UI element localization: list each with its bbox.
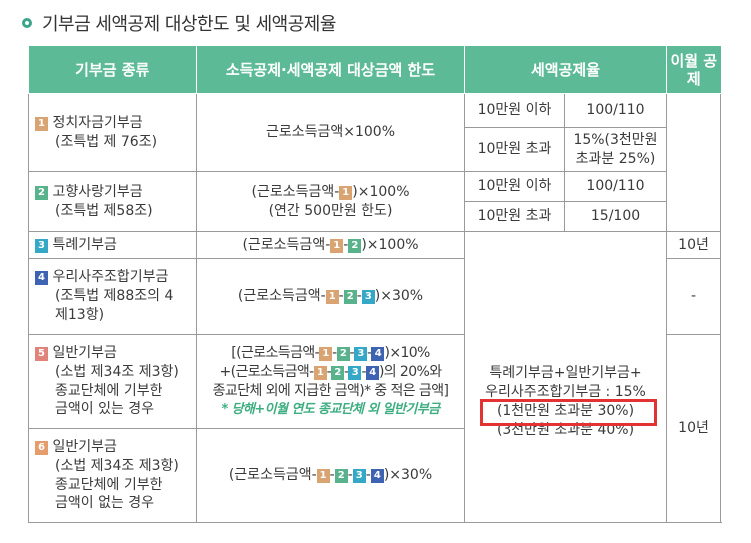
footnote: * 당해+이월 연도 종교단체 외 일반기부금	[221, 402, 440, 418]
donation-type-4: 4 우리사주조합기부금 (조특법 제88조의 4 제13항)	[28, 258, 197, 335]
table-row: 1 정치자금기부금 (조특법 제 76조) 근로소득금액×100% 10만원 이…	[28, 93, 722, 232]
number-badge-6: 6	[35, 440, 48, 455]
rate-value: 15%(3천만원 초과분 25%)	[563, 127, 668, 172]
carry-empty	[666, 93, 722, 232]
donation-type-1: 1 정치자금기부금 (조특법 제 76조)	[28, 93, 197, 172]
limit-6: (근로소득금액- 1-2-3-4)×30%	[196, 428, 465, 523]
number-badge-5: 5	[35, 346, 48, 361]
page-title: 기부금 세액공제 대상한도 및 세액공제율	[42, 14, 336, 35]
shared-rate: 특례기부금+일반기부금+ 우리사주조합기부금 : 15% (1천만원 초과분 3…	[463, 231, 668, 523]
header-type: 기부금 종류	[28, 46, 197, 94]
number-badge-1: 1	[35, 116, 48, 131]
ref-badge-1: 1	[339, 185, 353, 200]
rate-range: 10만원 초과	[464, 127, 565, 172]
header-row: 기부금 종류 소득공제·세액공제 대상금액 한도 세액공제율 이월 공제	[28, 46, 721, 94]
section-title: 기부금 세액공제 대상한도 및 세액공제율	[22, 8, 336, 38]
rate-range: 10만원 이하	[464, 93, 565, 128]
number-badge-4: 4	[35, 271, 48, 286]
table-row: 10만원 초과 15%(3천만원 초과분 25%)	[29, 127, 721, 172]
highlight-box	[480, 399, 657, 426]
rate-range: 10만원 이하	[464, 171, 565, 202]
header-carry: 이월 공제	[666, 46, 721, 94]
number-badge-3: 3	[35, 238, 48, 253]
header-rate: 세액공제율	[463, 46, 668, 94]
table-row: 10만원 초과 15/100	[29, 201, 721, 232]
limit-3: (근로소득금액- 1-2)×100%	[196, 231, 465, 259]
donation-type-2: 2 고향사랑기부금 (조특법 제58조)	[28, 171, 197, 232]
circle-bullet-icon	[22, 18, 32, 28]
limit-5: [(근로소득금액- 1-2-3-4)×10% +(근로소득금액- 1-2-3-4)의…	[196, 334, 465, 429]
table-row: 5 일반기부금 (소법 제34조 제3항) 종교단체에 기부한 금액이 있는 경…	[28, 334, 722, 523]
rate-range: 10만원 초과	[464, 201, 565, 232]
donation-type-6: 6 일반기부금 (소법 제34조 제3항) 종교단체에 기부한 금액이 없는 경…	[28, 428, 197, 523]
limit-4: (근로소득금액- 1-2-3)×30%	[196, 258, 465, 335]
limit-2: (근로소득금액- 1)×100% (연간 500만원 한도)	[196, 171, 465, 232]
carry-56: 10년	[666, 334, 722, 523]
table-row: 6 일반기부금 (소법 제34조 제3항) 종교단체에 기부한 금액이 없는 경…	[28, 428, 721, 523]
carry-3: 10년	[666, 231, 722, 259]
rate-value: 100/110	[563, 93, 668, 128]
table-row: 3 특례기부금 (근로소득금액- 1-2)×100% 특례기부금+일반기부금+ 우…	[28, 231, 722, 523]
table-row: 2 고향사랑기부금 (조특법 제58조) (근로소득금액- 1)×100% (연간…	[28, 171, 721, 232]
limit-1: 근로소득금액×100%	[196, 93, 465, 172]
number-badge-2: 2	[35, 185, 48, 200]
donation-type-5: 5 일반기부금 (소법 제34조 제3항) 종교단체에 기부한 금액이 있는 경…	[28, 334, 197, 429]
carry-4: -	[666, 258, 722, 335]
header-limit: 소득공제·세액공제 대상금액 한도	[196, 46, 465, 94]
rate-value: 15/100	[563, 201, 668, 232]
donation-type-3: 3 특례기부금	[28, 231, 197, 259]
donation-table: 기부금 종류 소득공제·세액공제 대상금액 한도 세액공제율 이월 공제 1 정…	[28, 46, 722, 523]
rate-value: 100/110	[563, 171, 668, 202]
